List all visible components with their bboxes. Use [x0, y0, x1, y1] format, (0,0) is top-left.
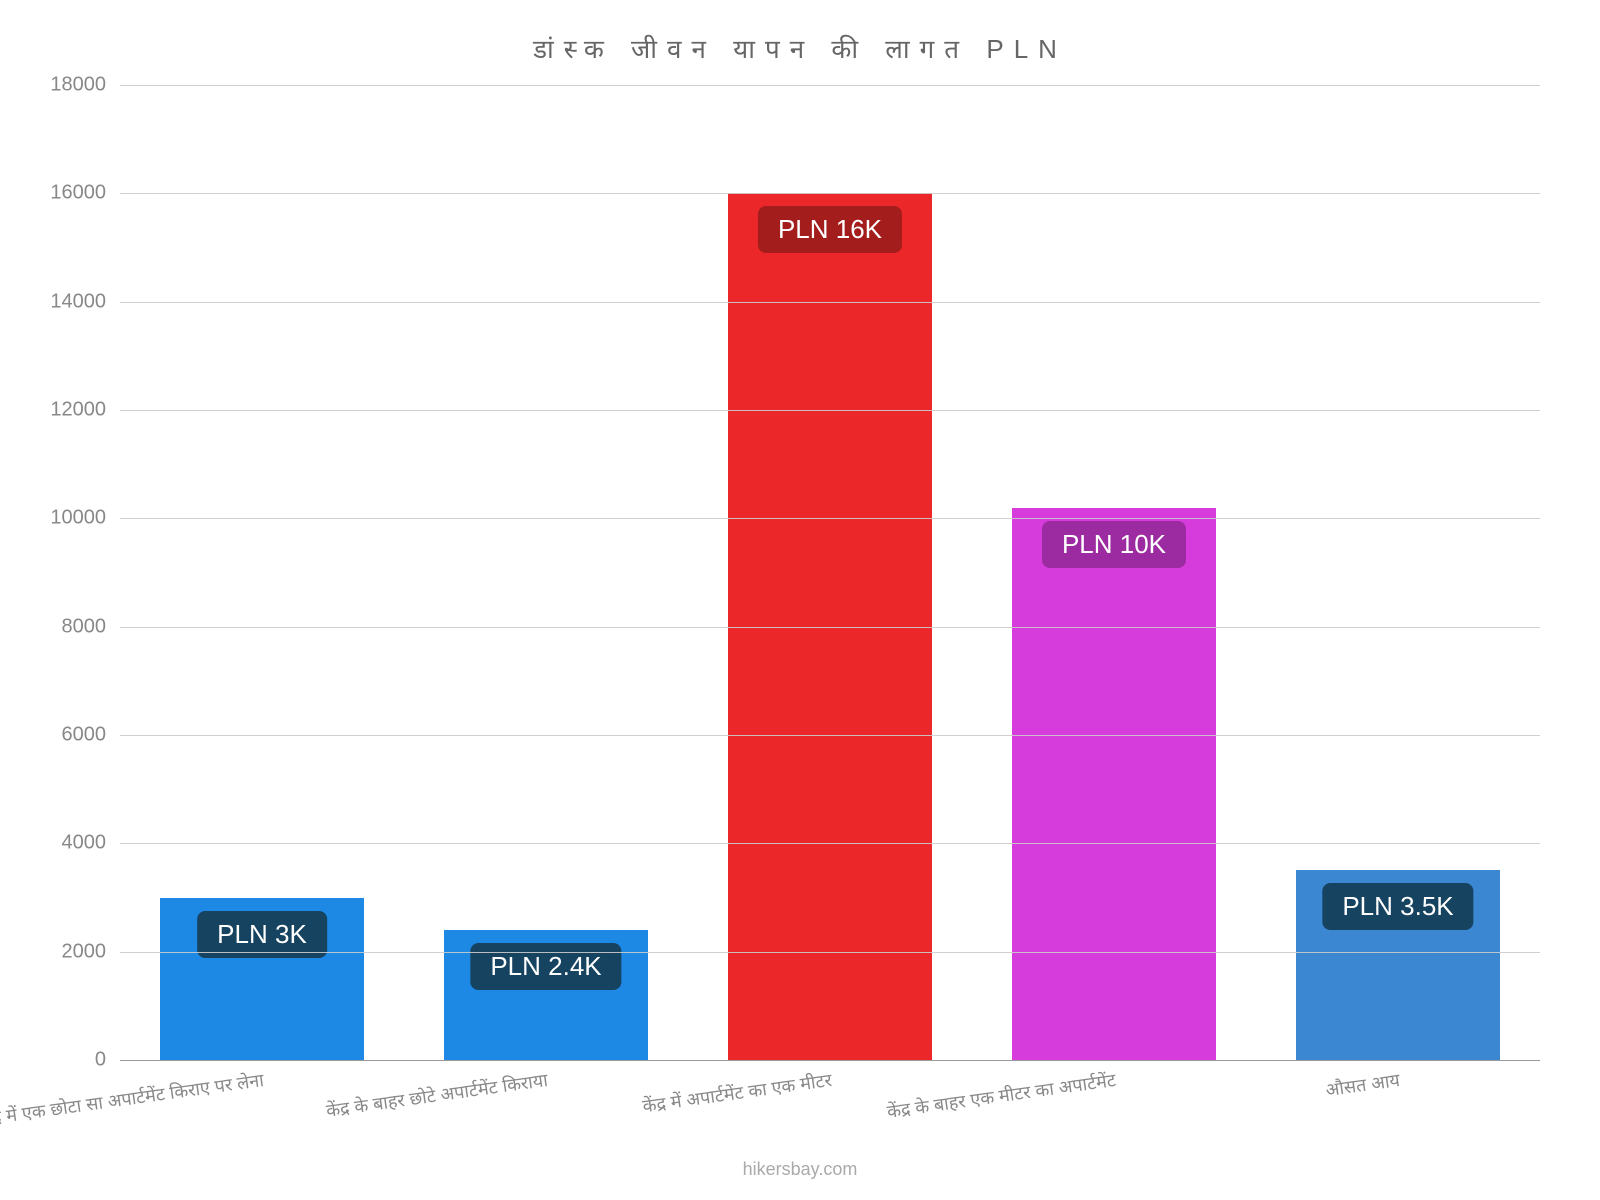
bar: [1012, 508, 1216, 1061]
bars-layer: PLN 3K PLN 2.4K PLN 16K PLN 10K PLN 3.5K: [120, 85, 1540, 1060]
y-tick-label: 6000: [62, 724, 107, 747]
x-axis-labels: केंद्र में एक छोटा सा अपार्टमेंट किराए प…: [120, 1070, 1540, 1140]
y-tick-label: 4000: [62, 832, 107, 855]
y-tick-label: 0: [95, 1049, 106, 1072]
gridline: [120, 85, 1540, 86]
value-badge: PLN 3K: [197, 911, 327, 958]
attribution-text: hikersbay.com: [0, 1159, 1600, 1180]
gridline: [120, 627, 1540, 628]
y-tick-label: 10000: [50, 507, 106, 530]
x-tick-label: केंद्र के बाहर छोटे अपार्टमेंट किराया: [325, 1068, 550, 1123]
gridline: [120, 518, 1540, 519]
y-tick-label: 16000: [50, 182, 106, 205]
value-badge: PLN 10K: [1042, 521, 1186, 568]
x-tick-label: केंद्र में एक छोटा सा अपार्टमेंट किराए प…: [0, 1068, 265, 1132]
bar-group: PLN 3K: [160, 85, 364, 1060]
bar-group: PLN 16K: [728, 85, 932, 1060]
gridline: [120, 843, 1540, 844]
gridline: [120, 952, 1540, 953]
y-tick-label: 14000: [50, 290, 106, 313]
chart-container: डांस्क जीवन यापन की लागत PLN PLN 3K PLN 2…: [0, 0, 1600, 1200]
x-tick-label: केंद्र में अपार्टमेंट का एक मीटर: [641, 1068, 833, 1118]
gridline: [120, 302, 1540, 303]
bar-group: PLN 10K: [1012, 85, 1216, 1060]
chart-title: डांस्क जीवन यापन की लागत PLN: [0, 30, 1600, 66]
gridline: [120, 193, 1540, 194]
y-tick-label: 8000: [62, 615, 107, 638]
x-tick-label: केंद्र के बाहर एक मीटर का अपार्टमेंट: [885, 1068, 1117, 1124]
gridline: [120, 735, 1540, 736]
bar-group: PLN 2.4K: [444, 85, 648, 1060]
bar-group: PLN 3.5K: [1296, 85, 1500, 1060]
value-badge: PLN 3.5K: [1322, 883, 1473, 930]
gridline: [120, 1060, 1540, 1061]
gridline: [120, 410, 1540, 411]
value-badge: PLN 2.4K: [470, 943, 621, 990]
value-badge: PLN 16K: [758, 206, 902, 253]
plot-area: PLN 3KPLN 2.4KPLN 16KPLN 10KPLN 3.5K 020…: [120, 85, 1540, 1060]
y-tick-label: 18000: [50, 74, 106, 97]
y-tick-label: 2000: [62, 940, 107, 963]
x-tick-label: औसत आय: [1324, 1068, 1401, 1102]
y-tick-label: 12000: [50, 399, 106, 422]
